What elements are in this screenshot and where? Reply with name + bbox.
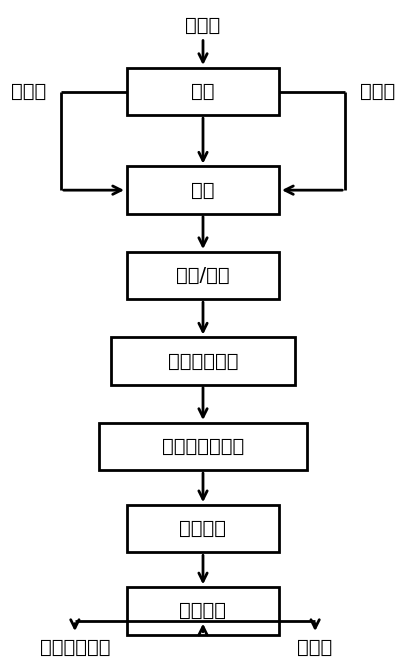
Text: 添加剂: 添加剂 <box>11 82 46 101</box>
Text: 球磨: 球磨 <box>191 82 214 101</box>
Text: 造球/压块: 造球/压块 <box>176 266 229 285</box>
Text: 低温氯化钛渣: 低温氯化钛渣 <box>40 638 110 656</box>
Bar <box>127 252 278 299</box>
Bar <box>127 505 278 552</box>
Bar <box>127 166 278 213</box>
Text: 金属铁: 金属铁 <box>297 638 332 656</box>
Text: 钛精矿: 钛精矿 <box>185 17 220 35</box>
Bar <box>99 423 306 470</box>
Text: 破碎球磨: 破碎球磨 <box>179 519 226 538</box>
Text: 粘结剂: 粘结剂 <box>359 82 394 101</box>
Text: 混合: 混合 <box>191 180 214 200</box>
Text: 管式炉还原氮化: 管式炉还原氮化 <box>162 437 243 456</box>
Text: 管式炉预氧化: 管式炉预氧化 <box>167 351 238 371</box>
Bar <box>127 587 278 634</box>
Bar <box>127 68 278 115</box>
Bar <box>111 337 294 385</box>
Text: 磁选分离: 磁选分离 <box>179 601 226 621</box>
